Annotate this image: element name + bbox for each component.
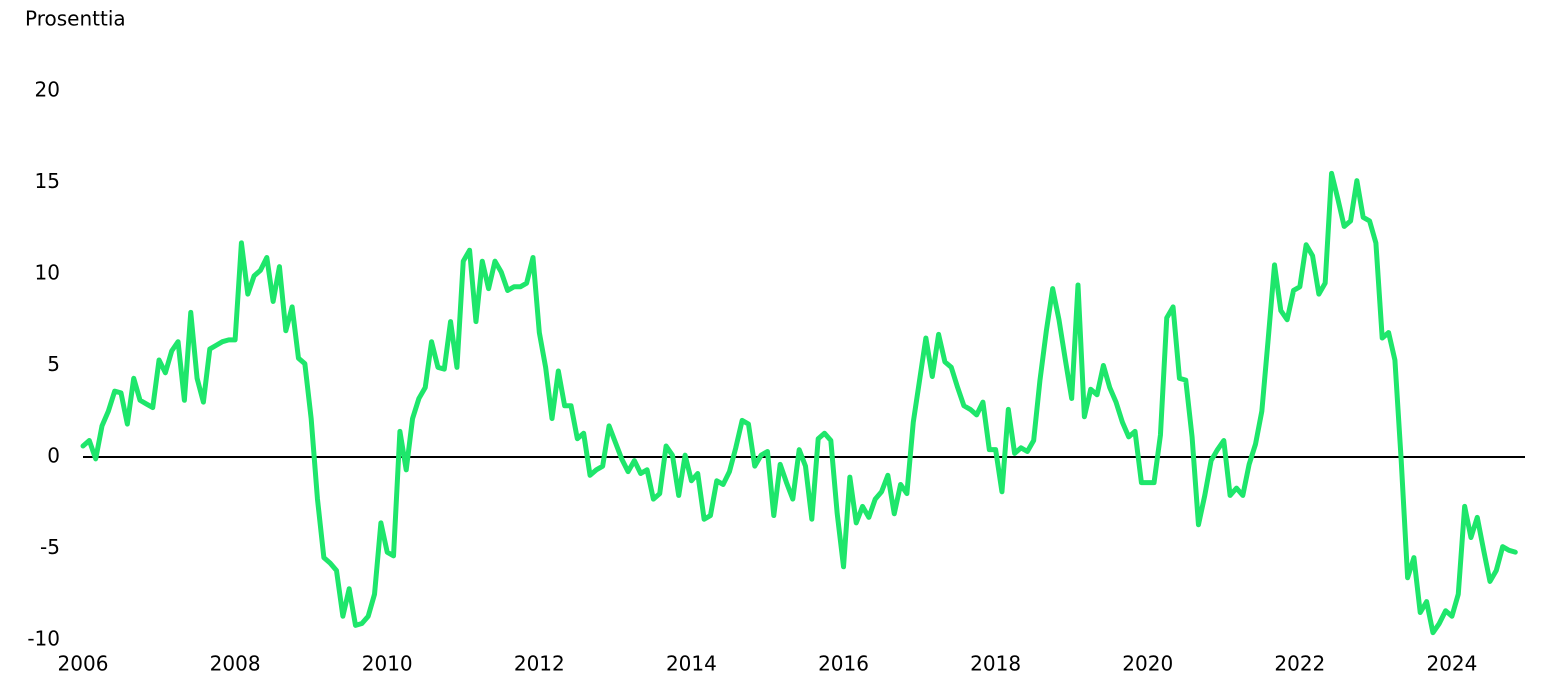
x-tick-label: 2024 (1426, 652, 1477, 676)
x-tick-label: 2020 (1122, 652, 1173, 676)
data-line (80, 170, 1518, 636)
y-axis-label: Prosenttia (25, 7, 126, 31)
x-tick-label: 2006 (58, 652, 109, 676)
y-tick-label: 5 (47, 352, 60, 376)
y-tick-label: 0 (47, 444, 60, 468)
x-tick-label: 2008 (210, 652, 261, 676)
y-tick-label: -10 (27, 627, 60, 651)
y-tick-label: 10 (35, 261, 60, 285)
x-tick-label: 2018 (970, 652, 1021, 676)
y-tick-label: -5 (40, 535, 60, 559)
x-tick-label: 2014 (666, 652, 717, 676)
x-tick-label: 2012 (514, 652, 565, 676)
x-tick-label: 2016 (818, 652, 869, 676)
x-tick-label: 2022 (1274, 652, 1325, 676)
x-tick-label: 2010 (362, 652, 413, 676)
y-tick-label: 15 (35, 169, 60, 193)
y-tick-label: 20 (35, 78, 60, 102)
